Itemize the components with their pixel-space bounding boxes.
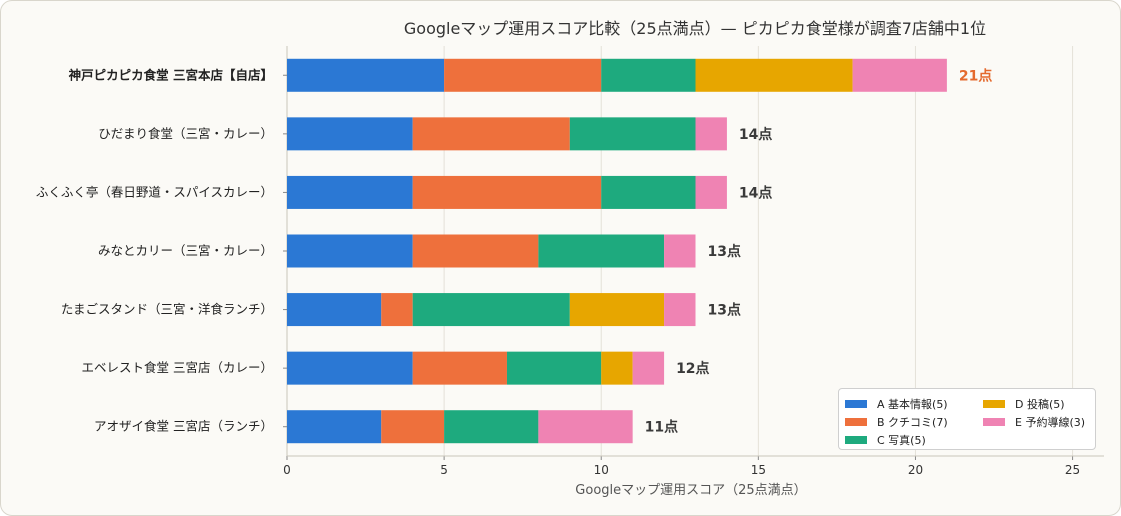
legend-item: B クチコミ(7) [845,413,983,431]
bar-segment [569,293,665,327]
bar-segment [287,293,382,327]
bar-total-label: 11点 [645,419,678,436]
legend-item: A 基本情報(5) [845,395,983,413]
bar-segment [412,293,570,327]
x-tick-label: 15 [751,463,766,477]
bar-segment [412,351,507,385]
bar-segment [412,234,539,268]
y-tick-label: ふくふく亭（春日野道・スパイスカレー） [36,184,273,199]
y-tick-label: アオザイ食堂 三宮店（ランチ） [94,419,273,434]
bar-segment [287,58,445,92]
bar-total-label: 12点 [676,360,709,377]
x-tick-label: 20 [908,463,923,477]
x-tick-label: 10 [594,463,609,477]
bar-segment [287,351,413,385]
bar-segment [381,410,445,444]
bar-segment [412,175,602,209]
bar-segment [601,351,633,385]
bar-segment [444,410,539,444]
x-tick-label: 0 [283,463,291,477]
bar-segment [569,117,696,151]
bar-total-label: 14点 [739,184,772,201]
bar-segment [664,234,696,268]
bar-total-label: 13点 [708,302,741,319]
x-tick-label: 25 [1065,463,1080,477]
legend-swatch [845,400,867,408]
y-tick-label: ひだまり食堂（三宮・カレー） [98,126,273,141]
bar-segment [852,58,947,92]
legend-label: A 基本情報(5) [877,398,948,411]
chart-title: Googleマップ運用スコア比較（25点満点）— ピカピカ食堂様が調査7店舗中1… [404,19,986,38]
bar-segment [664,293,696,327]
legend-label: B クチコミ(7) [877,416,948,429]
legend-item: D 投稿(5) [983,395,1095,413]
legend-swatch [845,418,867,426]
bar-segment [601,58,696,92]
legend-swatch [983,400,1005,408]
chart-legend: A 基本情報(5) D 投稿(5) B クチコミ(7) E 予約導線(3) C 写真(5… [838,388,1096,450]
x-axis-label: Googleマップ運用スコア（25点満点） [575,483,806,498]
bar-total-label: 13点 [708,243,741,260]
y-tick-label: たまごスタンド（三宮・洋食ランチ） [61,302,273,317]
bar-segment [695,117,727,151]
y-tick-label: 神戸ピカピカ食堂 三宮本店【自店】 [69,67,273,82]
bar-segment [538,234,665,268]
bar-segment [381,293,413,327]
bar-segment [444,58,602,92]
legend-swatch [983,418,1005,426]
bar-segment [412,117,570,151]
bar-total-label: 14点 [739,126,772,143]
bar-segment [538,410,633,444]
bar-segment [601,175,696,209]
bar-total-label: 21点 [959,67,992,84]
legend-swatch [845,436,867,444]
bar-segment [287,410,382,444]
legend-item: C 写真(5) [845,431,983,449]
y-tick-label: みなとカリー（三宮・カレー） [98,243,273,258]
bar-segment [632,351,665,385]
legend-label: D 投稿(5) [1015,398,1065,411]
bar-segment [695,58,853,92]
x-tick-label: 5 [440,463,448,477]
legend-label: E 予約導線(3) [1015,416,1086,429]
bar-segment [695,175,727,209]
legend-item: E 予約導線(3) [983,413,1095,431]
y-tick-label: エベレスト食堂 三宮店（カレー） [82,360,273,375]
legend-label: C 写真(5) [877,434,926,447]
bar-segment [287,234,413,268]
bar-segment [506,351,602,385]
bar-segment [287,175,413,209]
bar-segment [287,117,413,151]
